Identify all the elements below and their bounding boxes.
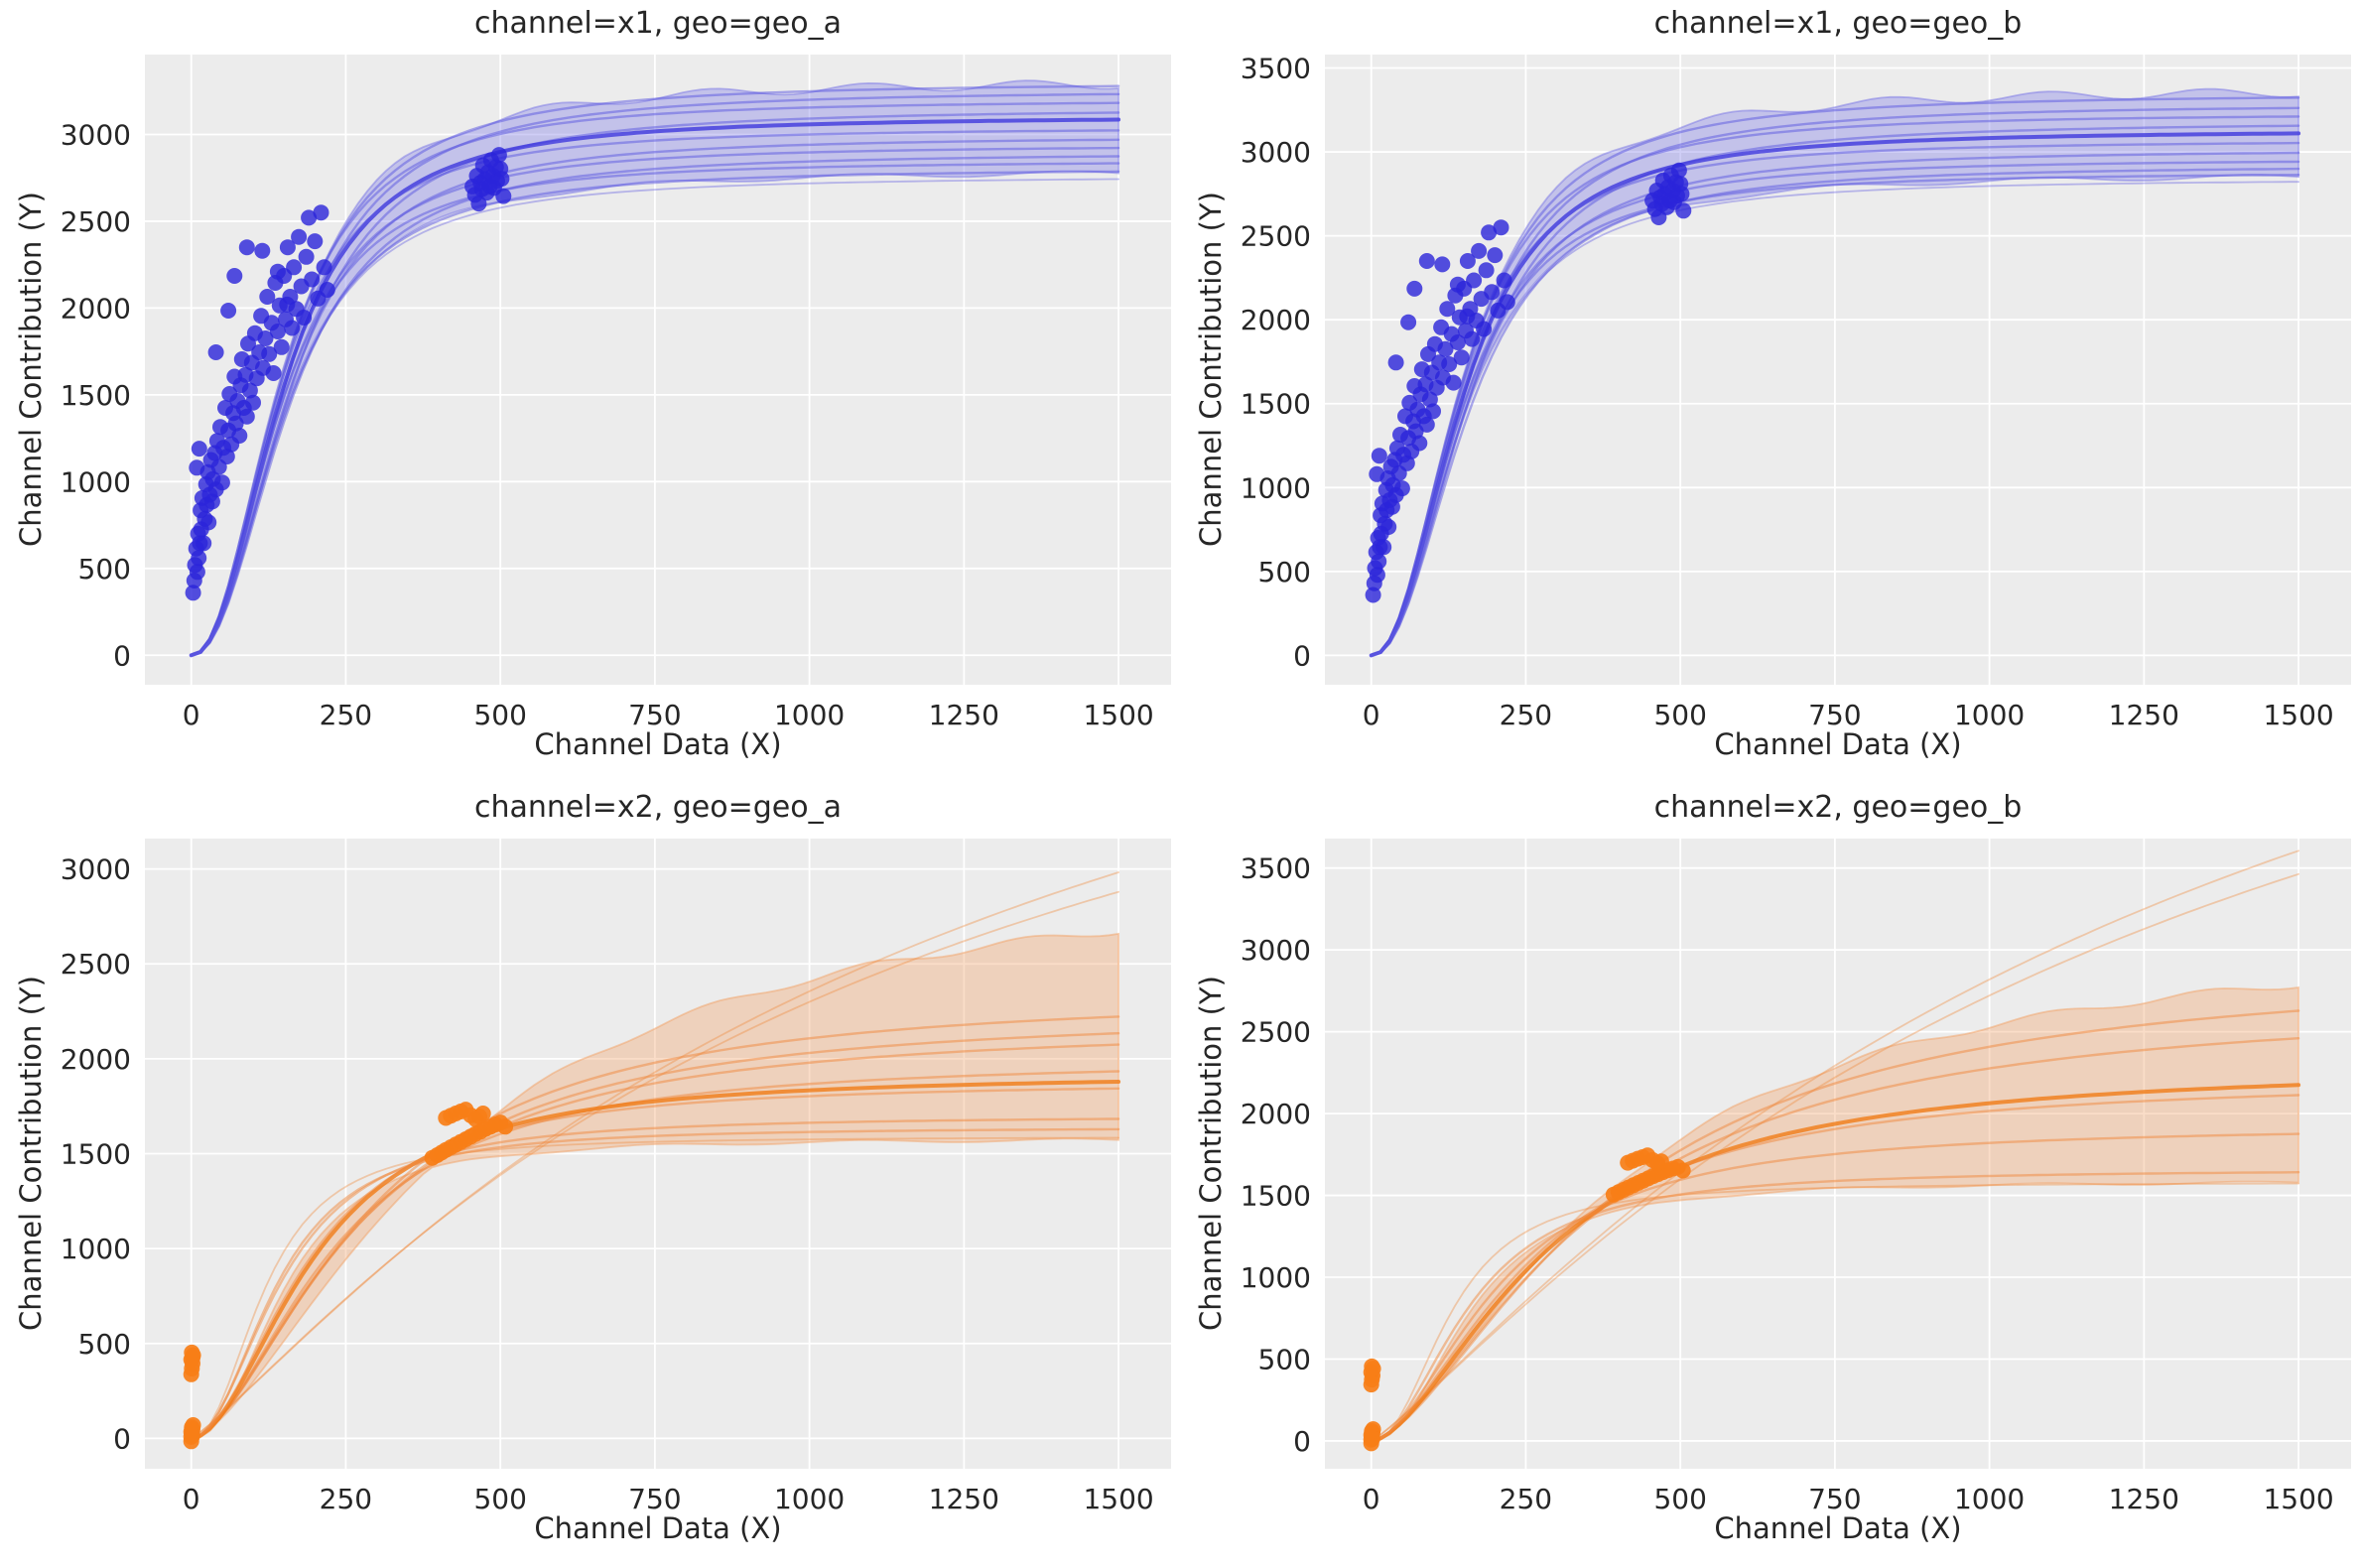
plot-area-channel-x1-geo-a: 0 250 500 750 1000 1250 1500 0 500 1000 1500 2000 25…: [61, 55, 1171, 731]
svg-text:1000: 1000: [61, 465, 131, 498]
svg-text:750: 750: [1808, 699, 1861, 731]
svg-text:1000: 1000: [1241, 471, 1311, 504]
svg-text:1000: 1000: [61, 1233, 131, 1265]
subplot-channel-x2-geo-b: channel=x2, geo=geo_b Channel Contributi…: [1180, 784, 2360, 1568]
svg-text:500: 500: [78, 1328, 131, 1361]
subplot-channel-x1-geo-a: channel=x1, geo=geo_a Channel Contributi…: [0, 0, 1180, 784]
subplot-channel-x1-geo-b: channel=x1, geo=geo_b Channel Contributi…: [1180, 0, 2360, 784]
svg-text:2000: 2000: [1241, 304, 1311, 336]
plot-area-channel-x1-geo-b: 0 250 500 750 1000 1250 1500 0 500 1000 1500 2000 25…: [1241, 53, 2351, 731]
subplot-title: channel=x2, geo=geo_a: [474, 790, 842, 825]
svg-text:3000: 3000: [61, 853, 131, 886]
svg-text:500: 500: [1653, 699, 1706, 731]
svg-text:1250: 1250: [929, 1483, 999, 1515]
svg-text:2500: 2500: [1241, 1016, 1311, 1049]
svg-text:0: 0: [1363, 1483, 1380, 1515]
svg-text:2500: 2500: [61, 205, 131, 238]
svg-text:1000: 1000: [774, 1483, 845, 1515]
svg-text:0: 0: [113, 639, 131, 672]
svg-text:1500: 1500: [61, 1138, 131, 1171]
svg-text:500: 500: [473, 699, 526, 731]
svg-text:2500: 2500: [61, 948, 131, 980]
plot-area-channel-x2-geo-b: 0 250 500 750 1000 1250 1500 0 500 1000 1500 2000 25…: [1241, 839, 2351, 1515]
svg-text:500: 500: [1258, 556, 1311, 588]
svg-text:1500: 1500: [1241, 388, 1311, 421]
svg-text:3500: 3500: [1241, 852, 1311, 885]
svg-text:500: 500: [473, 1483, 526, 1515]
svg-text:1250: 1250: [2109, 699, 2179, 731]
svg-text:3000: 3000: [61, 119, 131, 152]
svg-text:2000: 2000: [61, 1043, 131, 1076]
subplot-channel-x2-geo-a: channel=x2, geo=geo_a Channel Contributi…: [0, 784, 1180, 1568]
svg-text:2500: 2500: [1241, 220, 1311, 253]
x-axis-label: Channel Data (X): [1714, 727, 1962, 761]
subplot-title: channel=x1, geo=geo_b: [1653, 6, 2023, 41]
svg-text:500: 500: [78, 553, 131, 586]
svg-text:250: 250: [320, 1483, 372, 1515]
svg-text:1250: 1250: [929, 699, 999, 731]
svg-text:750: 750: [628, 699, 681, 731]
svg-text:3500: 3500: [1241, 53, 1311, 85]
svg-text:1250: 1250: [2109, 1483, 2179, 1515]
svg-text:1500: 1500: [1083, 699, 1153, 731]
subplot-title: channel=x2, geo=geo_b: [1653, 790, 2023, 825]
svg-text:2000: 2000: [61, 292, 131, 325]
svg-text:1000: 1000: [1954, 1483, 2025, 1515]
svg-text:750: 750: [628, 1483, 681, 1515]
svg-text:0: 0: [1293, 1425, 1311, 1458]
svg-text:3000: 3000: [1241, 136, 1311, 169]
svg-text:0: 0: [1293, 639, 1311, 672]
svg-text:500: 500: [1653, 1483, 1706, 1515]
svg-text:250: 250: [1500, 1483, 1552, 1515]
svg-text:1500: 1500: [1241, 1180, 1311, 1213]
x-axis-label: Channel Data (X): [534, 1511, 782, 1545]
svg-text:0: 0: [183, 699, 200, 731]
svg-text:1500: 1500: [1083, 1483, 1153, 1515]
svg-text:250: 250: [320, 699, 372, 731]
svg-text:1500: 1500: [61, 379, 131, 412]
svg-text:2000: 2000: [1241, 1098, 1311, 1130]
subplot-title: channel=x1, geo=geo_a: [474, 6, 842, 41]
plot-area-channel-x2-geo-a: 0 250 500 750 1000 1250 1500 0 500 1000 1500 2000 25…: [61, 839, 1171, 1515]
svg-text:1000: 1000: [774, 699, 845, 731]
svg-text:500: 500: [1258, 1344, 1311, 1376]
svg-text:750: 750: [1808, 1483, 1861, 1515]
svg-text:1000: 1000: [1241, 1261, 1311, 1294]
svg-text:1500: 1500: [2263, 1483, 2333, 1515]
svg-text:250: 250: [1500, 699, 1552, 731]
x-axis-label: Channel Data (X): [534, 727, 782, 761]
svg-text:0: 0: [113, 1422, 131, 1455]
x-axis-label: Channel Data (X): [1714, 1511, 1962, 1545]
svg-text:3000: 3000: [1241, 934, 1311, 967]
svg-text:0: 0: [1363, 699, 1380, 731]
svg-text:1000: 1000: [1954, 699, 2025, 731]
svg-text:0: 0: [183, 1483, 200, 1515]
svg-text:1500: 1500: [2263, 699, 2333, 731]
